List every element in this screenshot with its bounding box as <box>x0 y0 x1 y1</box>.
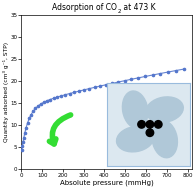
Text: Adsorption of CO: Adsorption of CO <box>52 3 117 12</box>
Y-axis label: Quantity adsorbed (cm³ g⁻¹, STP): Quantity adsorbed (cm³ g⁻¹, STP) <box>3 42 9 142</box>
X-axis label: Absolute pressure (mmHg): Absolute pressure (mmHg) <box>60 180 153 186</box>
Text: 2: 2 <box>118 9 121 14</box>
Text: at 473 K: at 473 K <box>121 3 156 12</box>
